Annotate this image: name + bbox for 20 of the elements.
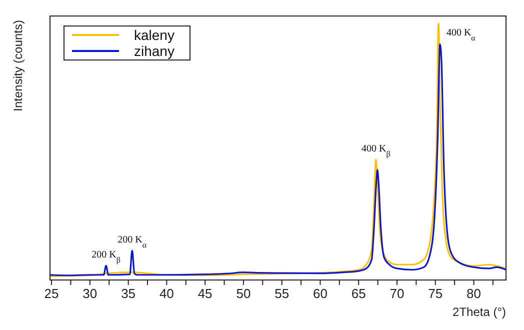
x-tick-label: 55 bbox=[274, 286, 290, 301]
x-tick-label: 60 bbox=[312, 286, 328, 301]
annotation: 200 K$_{α}$ bbox=[118, 234, 148, 250]
legend-label: kaleny bbox=[134, 27, 174, 43]
x-tick-label: 70 bbox=[390, 286, 404, 301]
annotation: 400 K$_{α}$ bbox=[446, 28, 476, 42]
annotation: 200 K$_{β}$ bbox=[92, 250, 120, 264]
x-tick-label: 40 bbox=[159, 286, 174, 301]
annotation: 400 K$_{β}$ bbox=[361, 144, 390, 158]
x-tick-label: 35 bbox=[121, 286, 136, 301]
x-tick-label: 80 bbox=[466, 286, 481, 301]
x-tick-label: 50 bbox=[236, 286, 251, 301]
x-tick-label: 45 bbox=[198, 286, 212, 301]
y-axis-title: Intensity (counts) bbox=[11, 20, 25, 112]
x-tick-label: 30 bbox=[82, 286, 98, 301]
x-tick-label: 65 bbox=[351, 286, 366, 301]
x-axis-title: 2Theta (°) bbox=[452, 305, 506, 319]
legend-label: zihany bbox=[134, 43, 174, 59]
x-tick-label: 25 bbox=[44, 286, 59, 301]
x-tick-label: 75 bbox=[428, 286, 443, 301]
